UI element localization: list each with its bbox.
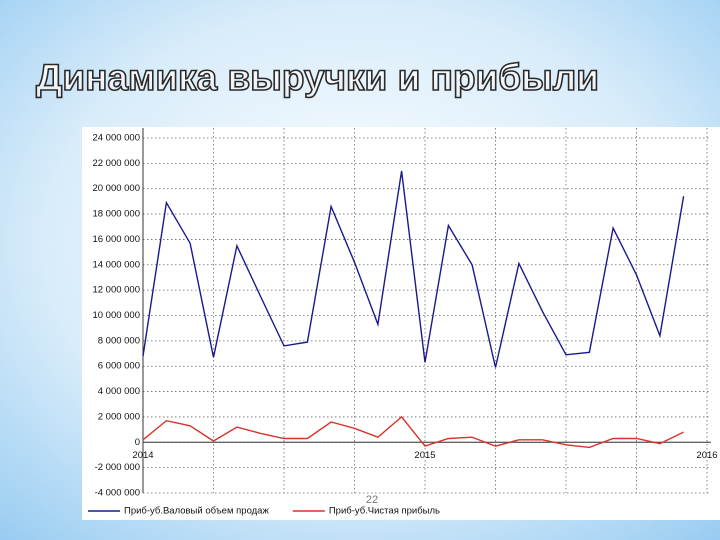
chart-area bbox=[82, 127, 720, 520]
y-tick-label: 24 000 000 bbox=[92, 133, 140, 144]
y-tick-label: 16 000 000 bbox=[92, 234, 140, 245]
y-tick-label: 18 000 000 bbox=[92, 209, 140, 220]
y-tick-label: 14 000 000 bbox=[92, 259, 140, 270]
y-tick-label: -4 000 000 bbox=[95, 488, 140, 499]
y-tick-label: 0 bbox=[135, 437, 140, 448]
y-tick-label: 6 000 000 bbox=[98, 361, 140, 372]
y-tick-label: 4 000 000 bbox=[98, 386, 140, 397]
page-number: 22 bbox=[366, 494, 378, 506]
y-tick-label: 10 000 000 bbox=[92, 310, 140, 321]
slide-title: Динамика выручки и прибыли bbox=[36, 57, 599, 98]
y-tick-label: 20 000 000 bbox=[92, 183, 140, 194]
series-line bbox=[142, 415, 684, 449]
y-tick-label: 22 000 000 bbox=[92, 158, 140, 169]
x-tick-label: 2015 bbox=[414, 450, 435, 461]
y-tick-label: 2 000 000 bbox=[98, 411, 140, 422]
legend-label: Приб-уб.Валовый объем продаж bbox=[124, 506, 269, 517]
series-line bbox=[142, 170, 685, 368]
x-tick-label: 2016 bbox=[696, 450, 717, 461]
y-tick-label: 12 000 000 bbox=[92, 285, 140, 296]
legend-label: Приб-уб.Чистая прибыль bbox=[329, 506, 440, 517]
y-tick-label: -2 000 000 bbox=[95, 462, 140, 473]
y-tick-label: 8 000 000 bbox=[98, 335, 140, 346]
